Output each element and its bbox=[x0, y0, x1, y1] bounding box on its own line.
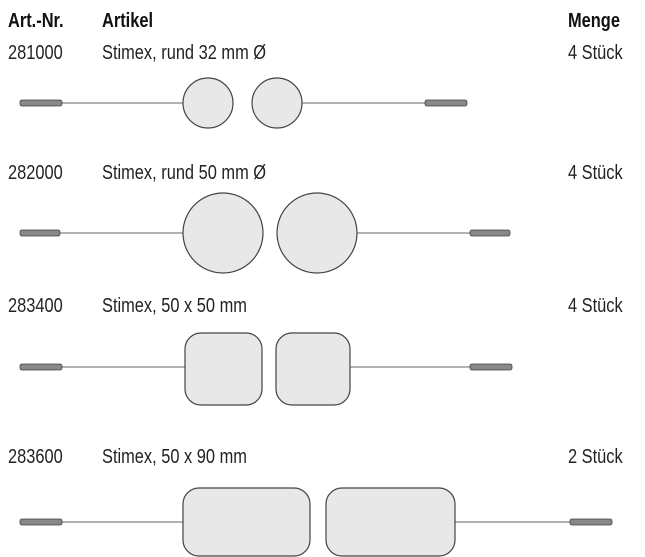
electrode-50x50 bbox=[20, 333, 512, 405]
product-list: Art.-Nr. Artikel Menge 281000 Stimex, run… bbox=[0, 0, 645, 557]
illustrations bbox=[0, 0, 645, 557]
article-number: 281000 bbox=[8, 42, 63, 64]
quantity: 2 Stück bbox=[568, 446, 623, 468]
quantity: 4 Stück bbox=[568, 295, 623, 317]
article-number: 283600 bbox=[8, 446, 63, 468]
electrode-50x90 bbox=[20, 488, 612, 556]
article-name: Stimex, 50 x 50 mm bbox=[102, 295, 247, 317]
article-name: Stimex, 50 x 90 mm bbox=[102, 446, 247, 468]
article-name: Stimex, rund 50 mm Ø bbox=[102, 162, 266, 184]
article-number: 283400 bbox=[8, 295, 63, 317]
article-number: 282000 bbox=[8, 162, 63, 184]
header-art-nr: Art.-Nr. bbox=[8, 10, 64, 32]
article-name: Stimex, rund 32 mm Ø bbox=[102, 42, 266, 64]
electrode-32-round bbox=[20, 78, 467, 128]
quantity: 4 Stück bbox=[568, 162, 623, 184]
electrode-50-round bbox=[20, 193, 510, 273]
quantity: 4 Stück bbox=[568, 42, 623, 64]
header-artikel: Artikel bbox=[102, 10, 153, 32]
header-menge: Menge bbox=[568, 10, 620, 32]
